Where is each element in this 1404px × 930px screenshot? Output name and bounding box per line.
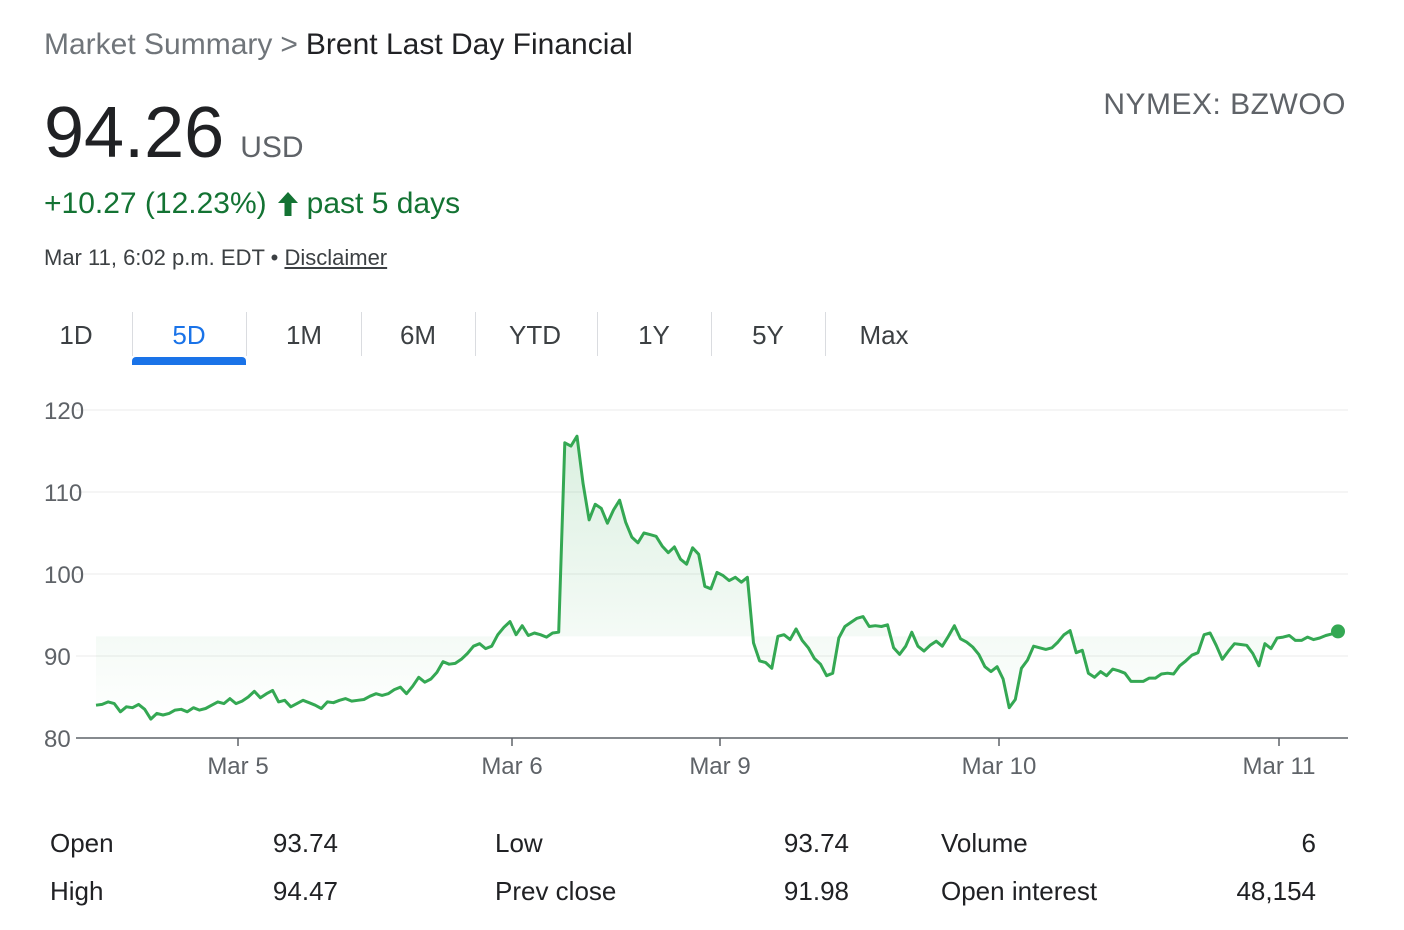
y-tick-label: 90 [44,644,71,671]
stat-label-volume: Volume [941,828,1028,858]
price-chart: 80 90 100 110 120 Mar 5 Mar 6 Mar 9 Mar 10 Mar 11 [44,398,1348,780]
price-block: 94.26 USD [44,92,304,174]
last-price-dot [1331,624,1345,639]
tab-5y[interactable]: 5Y [752,320,784,350]
price-series-line [95,434,1339,721]
active-tab-indicator [132,357,246,365]
tab-divider [825,312,826,356]
stat-label-open: Open [50,828,114,858]
stat-label-high: High [50,876,104,906]
stat-value-open: 93.74 [272,828,338,858]
stats-table: Open 93.74 High 94.47 Low 93.74 Prev close 91.9… [0,820,1404,920]
tab-max[interactable]: Max [859,320,909,350]
stat-value-high: 94.47 [272,876,338,906]
breadcrumb: Market Summary > Brent Last Day Financial [44,28,633,62]
page-title: Brent Last Day Financial [305,28,633,61]
tab-divider [475,312,476,356]
stat-label-prev-close: Prev close [495,876,617,906]
x-tick-label: Mar 5 [207,753,268,780]
change-period: past 5 days [306,187,461,220]
bullet-separator: • [270,245,279,270]
breadcrumb-parent-link[interactable]: Market Summary [44,28,273,61]
tab-divider [246,312,247,356]
stat-label-open-interest: Open interest [941,876,1098,906]
y-tick-label: 80 [44,726,71,753]
tab-6m[interactable]: 6M [399,320,437,350]
x-tick-label: Mar 11 [1243,753,1316,780]
x-tick-label: Mar 9 [689,753,750,780]
x-tick-label: Mar 6 [481,753,542,780]
tab-divider [361,312,362,356]
y-tick-label: 120 [44,398,84,425]
tab-1m[interactable]: 1M [285,320,323,350]
arrow-up-icon [277,192,298,216]
tab-1y[interactable]: 1Y [638,320,670,350]
y-tick-label: 100 [44,562,84,589]
price-area-fill [96,436,1338,720]
exchange-ticker: NYMEX: BZWOO [1103,88,1346,121]
stat-value-prev-close: 91.98 [783,876,849,906]
x-tick-label: Mar 10 [962,753,1037,780]
price-change: +10.27 (12.23%) past 5 days [44,187,460,221]
tab-divider [711,312,712,356]
disclaimer-link[interactable]: Disclaimer [284,245,388,270]
timestamp-row: Mar 11, 6:02 p.m. EDT • Disclaimer [44,245,387,271]
stat-value-low: 93.74 [783,828,849,858]
stat-value-volume: 6 [1301,828,1316,858]
change-amount: +10.27 (12.23%) [44,187,267,220]
breadcrumb-separator: > [280,28,298,61]
stat-label-low: Low [495,828,543,858]
tab-5d[interactable]: 5D [172,320,206,350]
currency-label: USD [240,131,304,164]
current-price: 94.26 [44,93,225,173]
y-tick-label: 110 [44,480,82,507]
quote-timestamp: Mar 11, 6:02 p.m. EDT [44,245,265,270]
tab-ytd[interactable]: YTD [509,320,561,350]
tab-divider [597,312,598,356]
stat-value-open-interest: 48,154 [1236,876,1316,906]
tab-1d[interactable]: 1D [59,320,93,350]
tab-divider [132,312,133,356]
